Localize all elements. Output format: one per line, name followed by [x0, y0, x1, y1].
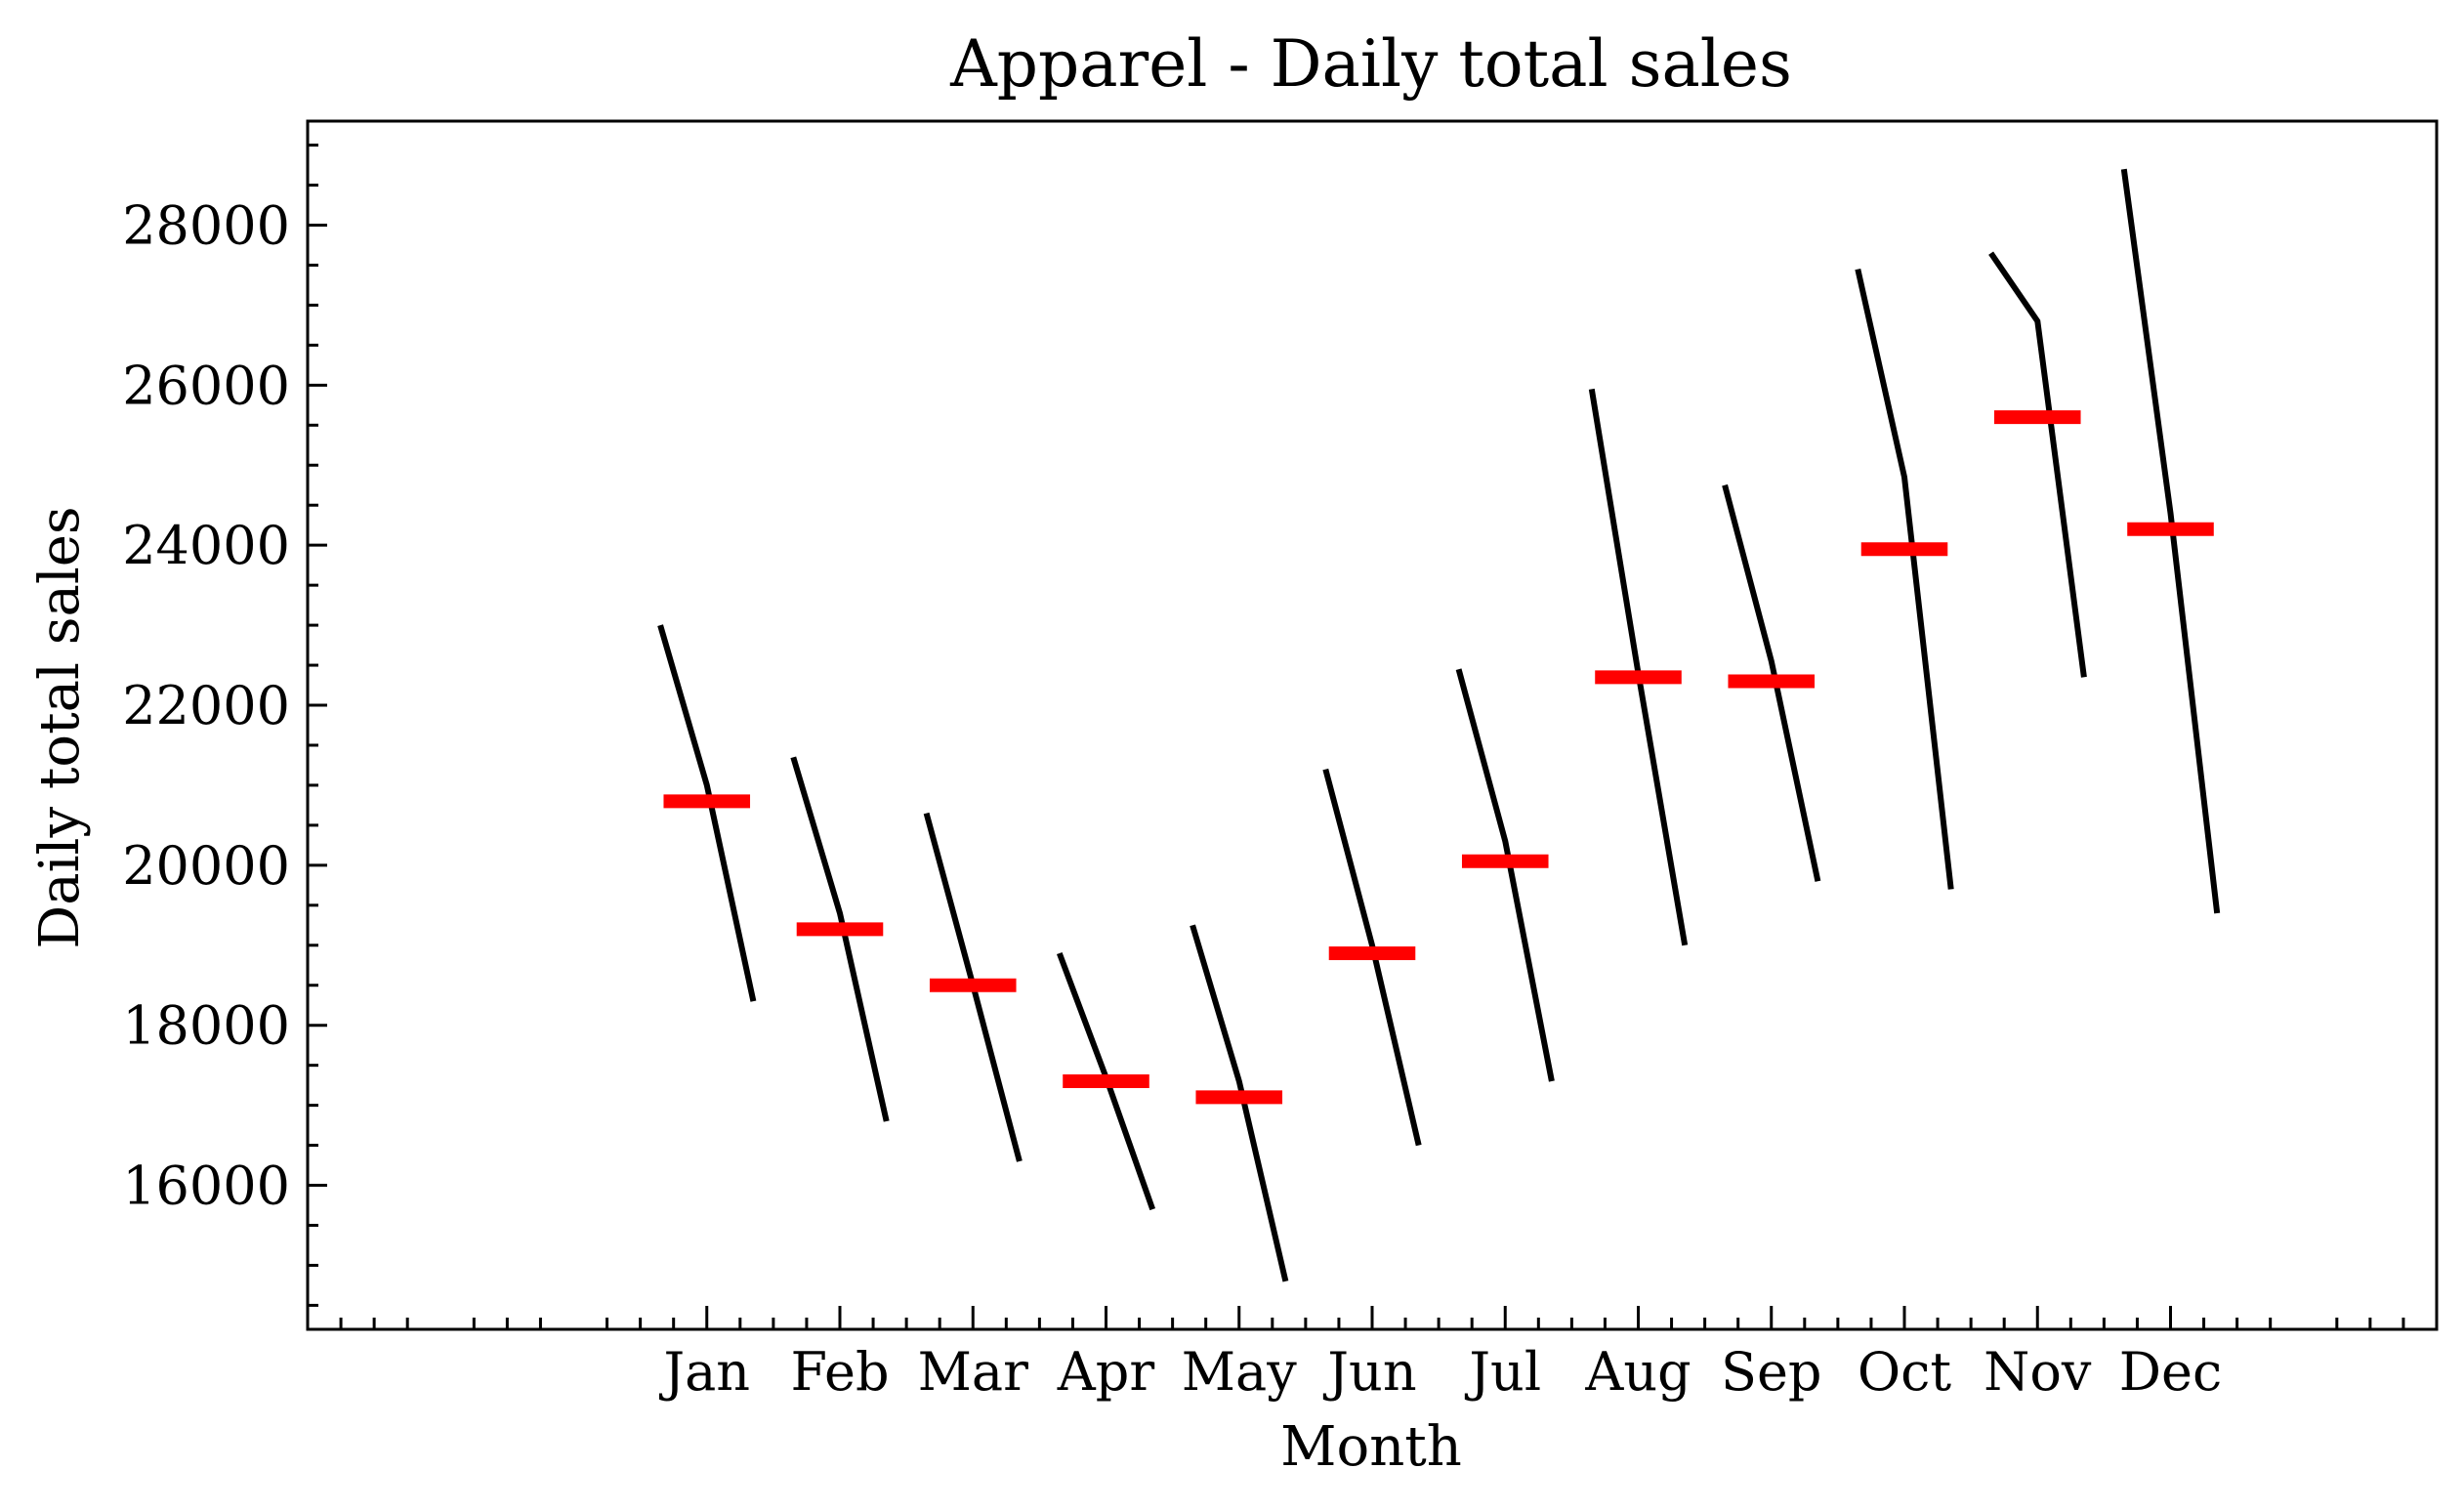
series-layer [657, 168, 2221, 1282]
subseries-line-oct [1855, 268, 1954, 890]
x-axis-label: Month [1280, 1415, 1462, 1479]
x-tick-label: Jul [1464, 1341, 1541, 1403]
means-layer [663, 410, 2214, 1105]
x-tick-label: Oct [1858, 1341, 1952, 1403]
y-tick-label: 16000 [122, 1155, 290, 1217]
x-tick-label: Dec [2119, 1341, 2223, 1403]
x-tick-label: Sep [1721, 1341, 1822, 1403]
y-tick-label: 26000 [122, 355, 290, 416]
y-tick-label: 20000 [122, 835, 290, 897]
subseries-line-sep [1722, 483, 1821, 882]
x-tick-label: Apr [1057, 1341, 1155, 1403]
subseries-line-may [1190, 924, 1289, 1282]
subseries-line-dec [2120, 168, 2221, 914]
subseries-line-jan [657, 624, 757, 1002]
x-tick-label: Aug [1584, 1341, 1691, 1403]
x-tick-label: Jan [658, 1341, 750, 1403]
chart-title: Apparel - Daily total sales [949, 26, 1792, 102]
x-tick-label: May [1182, 1341, 1297, 1403]
y-tick-label: 22000 [122, 675, 290, 736]
x-tick-label: Mar [918, 1341, 1028, 1403]
plot-frame [306, 119, 2439, 1331]
y-axis-label: Daily total sales [28, 506, 92, 948]
y-tick-label: 28000 [122, 194, 290, 256]
x-tick-label: Nov [1984, 1341, 2092, 1403]
subseries-line-nov [1988, 251, 2087, 678]
x-tick-label: Feb [790, 1341, 889, 1403]
subseries-line-jul [1455, 668, 1555, 1082]
x-tick-label: Jun [1322, 1341, 1416, 1403]
subseries-line-feb [790, 756, 890, 1122]
subseries-line-jun [1322, 768, 1422, 1147]
ticks-layer: 16000 18000 20000 22000 24000 26000 28000 Jan Fe… [122, 144, 2405, 1403]
y-tick-label: 18000 [122, 995, 290, 1057]
subseries-line-aug [1588, 388, 1689, 946]
y-tick-label: 24000 [122, 515, 290, 576]
